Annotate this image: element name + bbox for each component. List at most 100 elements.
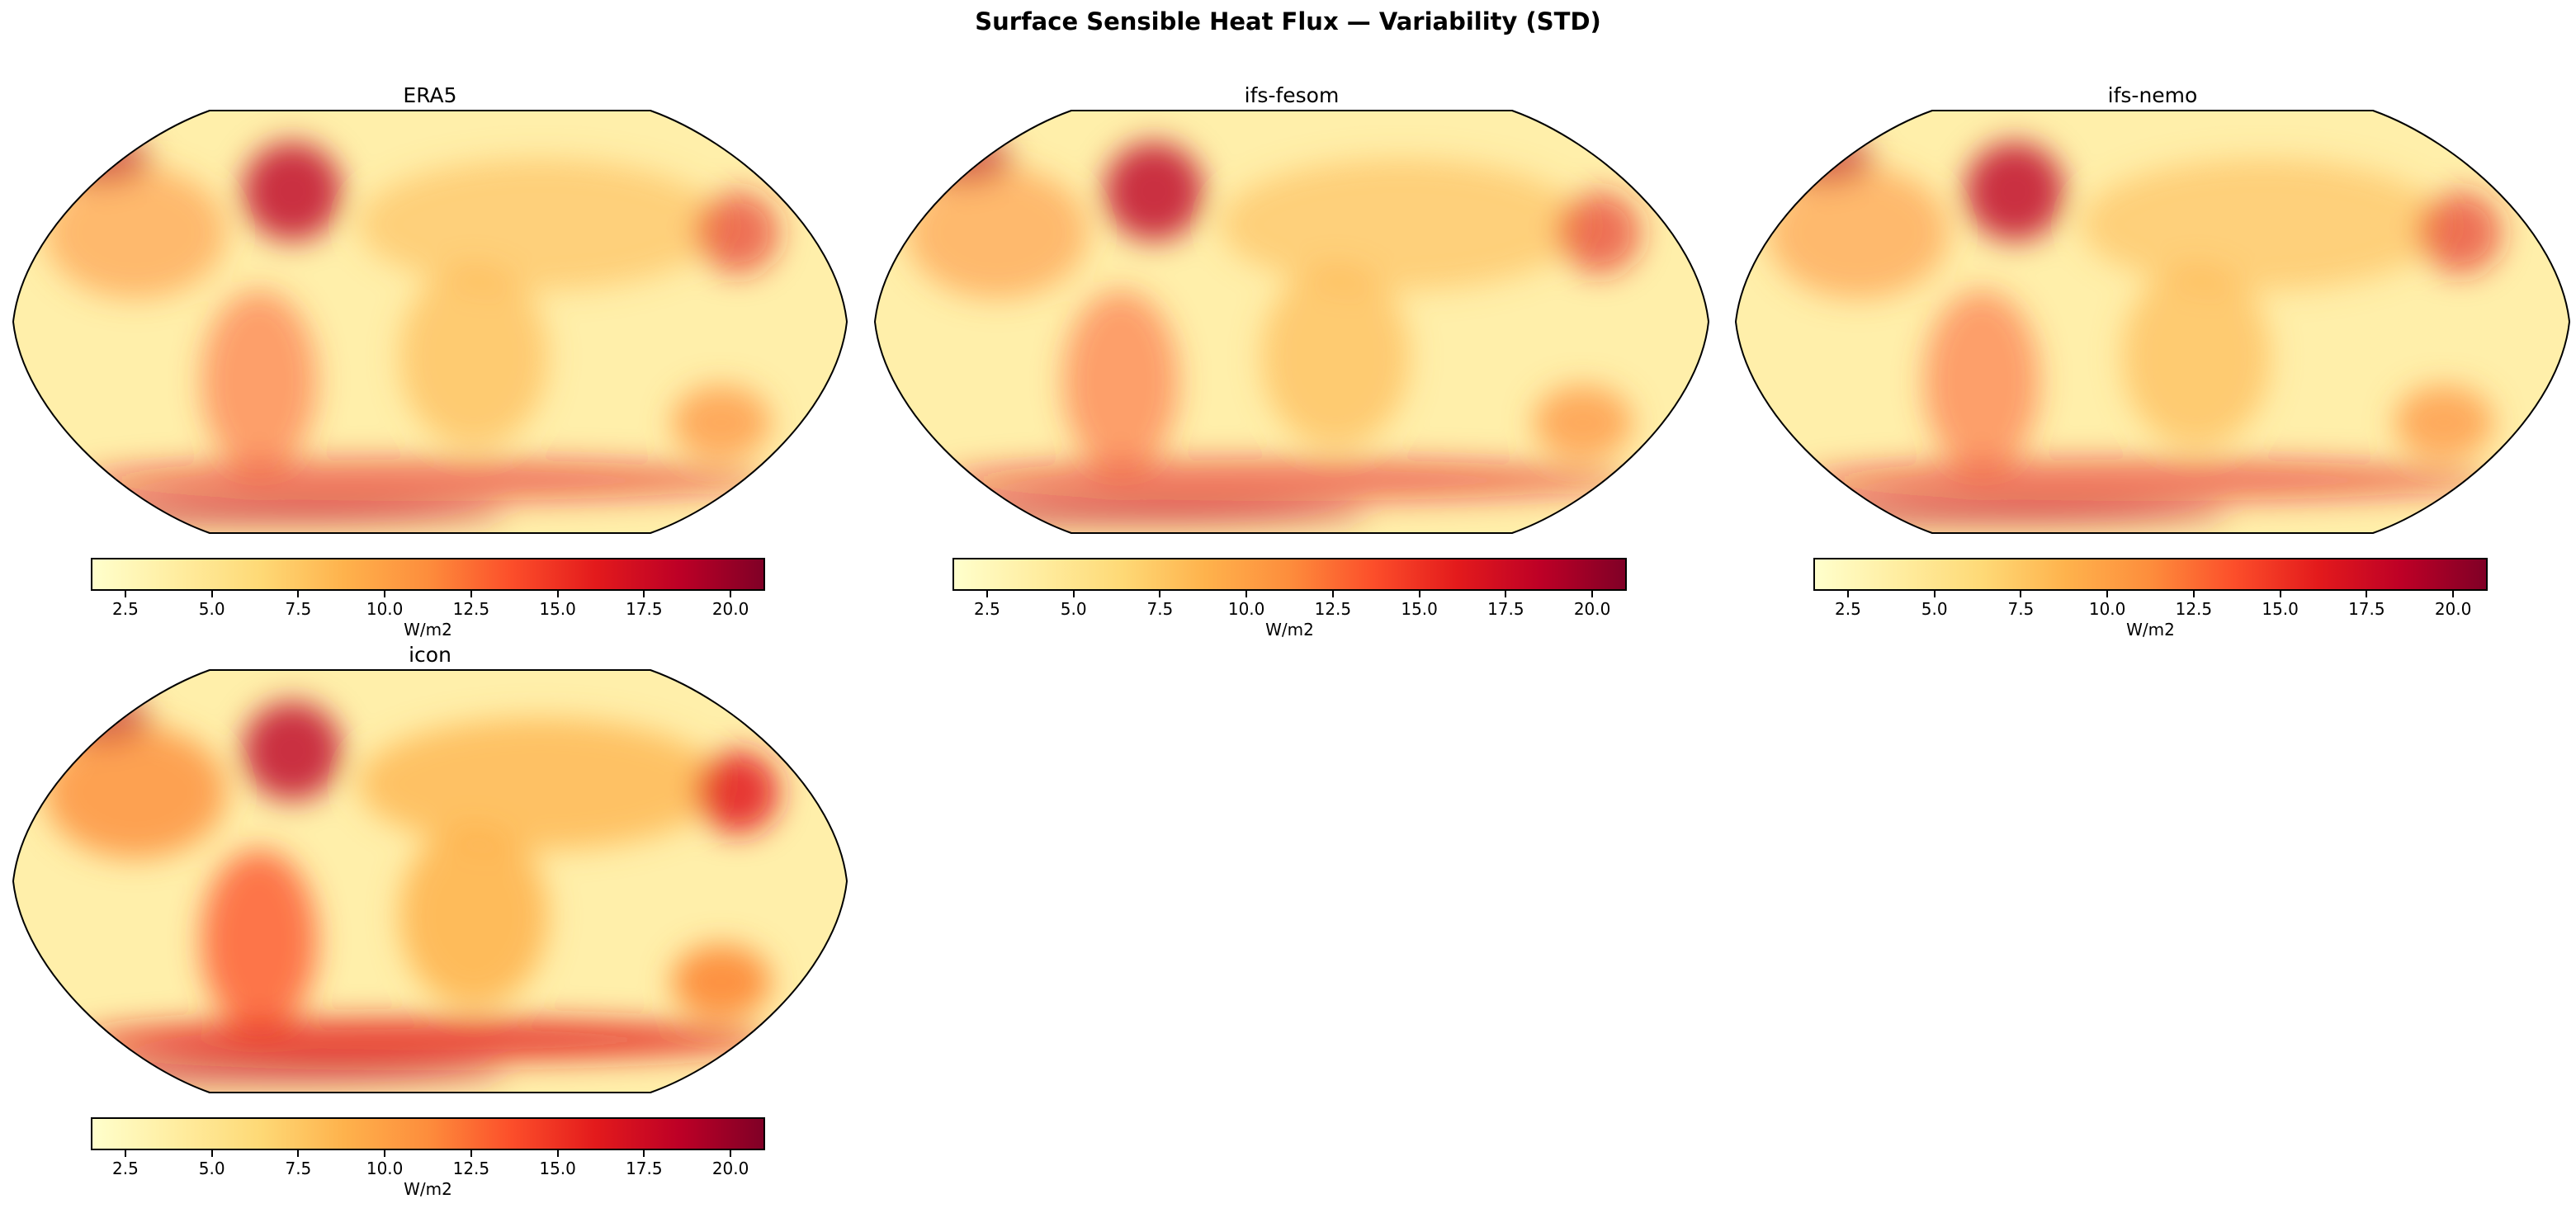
flux-region bbox=[399, 266, 548, 447]
colorbar-tick-label: 5.0 bbox=[1060, 599, 1087, 619]
flux-region bbox=[1534, 385, 1633, 460]
colorbar-tick bbox=[2106, 591, 2109, 597]
flux-region bbox=[906, 167, 1088, 299]
map-outline bbox=[12, 110, 848, 534]
colorbar-label: W/m2 bbox=[2126, 620, 2175, 640]
colorbar-tick-label: 10.0 bbox=[366, 1159, 404, 1178]
colorbar-tick bbox=[643, 591, 645, 597]
flux-region bbox=[672, 385, 771, 460]
colorbar bbox=[1813, 558, 2488, 591]
colorbar-label: W/m2 bbox=[1265, 620, 1314, 640]
flux-region bbox=[1736, 501, 2229, 526]
colorbar-tick-label: 17.5 bbox=[2348, 599, 2385, 619]
panel-title: ifs-nemo bbox=[2107, 83, 2198, 107]
colorbar-tick bbox=[2192, 591, 2195, 597]
flux-region bbox=[243, 142, 342, 241]
colorbar-tick bbox=[124, 591, 126, 597]
colorbar-tick-label: 7.5 bbox=[285, 1159, 312, 1178]
flux-region bbox=[36, 134, 152, 183]
colorbar-tick-label: 2.5 bbox=[1834, 599, 1861, 619]
colorbar-tick-label: 15.0 bbox=[539, 1159, 576, 1178]
colorbar-tick-label: 10.0 bbox=[2088, 599, 2126, 619]
flux-region bbox=[45, 726, 226, 858]
colorbar-tick bbox=[556, 1150, 559, 1157]
colorbar-tick-label: 20.0 bbox=[1573, 599, 1611, 619]
map-outline bbox=[1734, 110, 2571, 534]
colorbar-tick-label: 5.0 bbox=[1921, 599, 1948, 619]
map-heatmap bbox=[1734, 110, 2571, 534]
colorbar-tick-label: 5.0 bbox=[198, 599, 225, 619]
flux-region bbox=[2394, 385, 2493, 460]
flux-region bbox=[1924, 290, 2040, 472]
flux-region bbox=[875, 501, 1368, 526]
flux-region bbox=[697, 751, 779, 833]
map-outline bbox=[873, 110, 1710, 534]
colorbar-tick bbox=[730, 591, 732, 597]
colorbar-tick-label: 17.5 bbox=[626, 1159, 663, 1178]
flux-region bbox=[78, 1019, 771, 1060]
colorbar-tick bbox=[556, 591, 559, 597]
colorbar-tick-label: 12.5 bbox=[452, 1159, 490, 1178]
colorbar-tick bbox=[470, 591, 472, 597]
flux-region bbox=[2122, 266, 2271, 447]
colorbar-tick-label: 2.5 bbox=[111, 599, 139, 619]
flux-region bbox=[1767, 167, 1949, 299]
colorbar-tick-label: 7.5 bbox=[1146, 599, 1174, 619]
colorbar-tick bbox=[985, 591, 988, 597]
flux-region bbox=[697, 191, 779, 274]
colorbar-tick bbox=[1159, 591, 1161, 597]
colorbar-tick bbox=[297, 1150, 300, 1157]
colorbar-tick bbox=[1846, 591, 1849, 597]
flux-region bbox=[201, 290, 317, 472]
colorbar-tick-label: 2.5 bbox=[111, 1159, 139, 1178]
colorbar-tick bbox=[384, 591, 386, 597]
flux-region bbox=[1558, 191, 1641, 274]
colorbar-tick-label: 7.5 bbox=[2007, 599, 2035, 619]
colorbar-tick bbox=[1505, 591, 1507, 597]
flux-region bbox=[1800, 460, 2493, 501]
map-outline bbox=[12, 669, 848, 1093]
colorbar-tick bbox=[2020, 591, 2022, 597]
colorbar-tick-label: 10.0 bbox=[366, 599, 404, 619]
colorbar-tick bbox=[643, 1150, 645, 1157]
colorbar-label: W/m2 bbox=[404, 1179, 452, 1199]
flux-region bbox=[1759, 134, 1874, 183]
colorbar-tick bbox=[1072, 591, 1075, 597]
colorbar bbox=[91, 1117, 765, 1150]
flux-region bbox=[13, 501, 507, 526]
flux-region bbox=[243, 701, 342, 800]
flux-region bbox=[201, 850, 317, 1031]
colorbar-tick bbox=[1591, 591, 1594, 597]
map-heatmap bbox=[12, 669, 848, 1093]
colorbar-tick bbox=[1245, 591, 1248, 597]
colorbar-tick-label: 12.5 bbox=[2175, 599, 2213, 619]
colorbar-tick bbox=[297, 591, 300, 597]
panel-title: ifs-fesom bbox=[1244, 83, 1340, 107]
colorbar bbox=[952, 558, 1627, 591]
colorbar-tick bbox=[470, 1150, 472, 1157]
figure-title: Surface Sensible Heat Flux — Variability… bbox=[975, 7, 1601, 35]
colorbar-tick-label: 17.5 bbox=[1487, 599, 1524, 619]
colorbar-tick-label: 5.0 bbox=[198, 1159, 225, 1178]
colorbar-tick bbox=[2279, 591, 2281, 597]
colorbar-tick-label: 12.5 bbox=[1314, 599, 1352, 619]
colorbar-tick-label: 15.0 bbox=[539, 599, 576, 619]
colorbar-tick-label: 20.0 bbox=[2434, 599, 2472, 619]
colorbar-tick-label: 17.5 bbox=[626, 599, 663, 619]
map-heatmap bbox=[12, 110, 848, 534]
flux-region bbox=[1104, 142, 1203, 241]
colorbar bbox=[91, 558, 765, 591]
panel-title: icon bbox=[409, 643, 451, 667]
colorbar-tick-label: 20.0 bbox=[711, 599, 749, 619]
colorbar-tick-label: 20.0 bbox=[711, 1159, 749, 1178]
colorbar-tick bbox=[384, 1150, 386, 1157]
colorbar-tick bbox=[210, 591, 213, 597]
colorbar-tick bbox=[124, 1150, 126, 1157]
colorbar-tick bbox=[210, 1150, 213, 1157]
map-heatmap bbox=[873, 110, 1710, 534]
colorbar-tick-label: 15.0 bbox=[2262, 599, 2299, 619]
colorbar-tick-label: 7.5 bbox=[285, 599, 312, 619]
flux-region bbox=[2081, 158, 2444, 290]
colorbar-tick bbox=[1331, 591, 1334, 597]
flux-region bbox=[358, 158, 721, 290]
